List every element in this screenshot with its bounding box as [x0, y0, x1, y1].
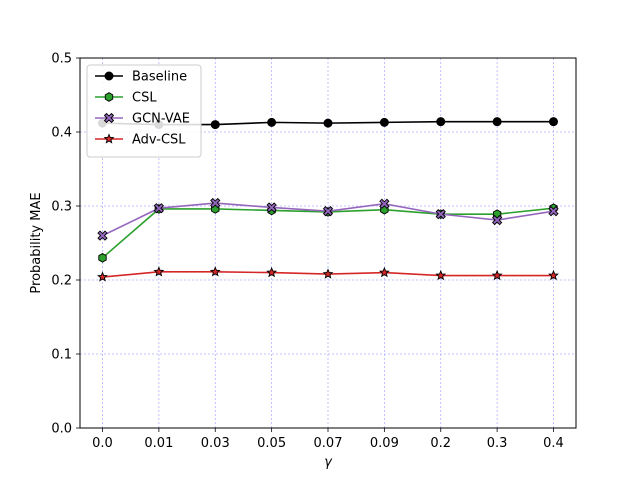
data-point-gcn-vae — [153, 203, 165, 214]
legend-label: Adv-CSL — [132, 133, 186, 148]
y-tick-label: 0.2 — [51, 274, 72, 289]
series-gcn-vae — [97, 197, 559, 241]
legend-item-baseline: Baseline — [95, 70, 187, 85]
legend-label: Baseline — [132, 70, 187, 85]
axes: 0.0 0.01 0.03 0.05 0.07 0.09 0.2 0.3 0.4 0.0 0.1 0.… — [51, 52, 564, 452]
y-tick-label: 0.5 — [51, 52, 72, 67]
data-point-adv-csl — [153, 266, 165, 277]
x-tick-label: 0.4 — [543, 436, 564, 451]
data-point-baseline — [436, 117, 446, 127]
x-tick-label: 0.01 — [144, 436, 173, 451]
x-tick-label: 0.07 — [314, 436, 343, 451]
x-tick-label: 0.0 — [92, 436, 113, 451]
legend-marker — [103, 133, 115, 144]
data-point-baseline — [379, 117, 389, 127]
data-point-baseline — [323, 118, 333, 128]
data-point-adv-csl — [209, 266, 221, 277]
y-tick-label: 0.1 — [51, 348, 72, 363]
legend-item-csl: CSL — [95, 91, 157, 106]
legend-marker — [104, 92, 114, 102]
y-axis-label: Probability MAE — [29, 192, 44, 293]
data-point-adv-csl — [491, 269, 503, 281]
data-point-adv-csl — [322, 268, 334, 279]
x-tick-label: 0.2 — [430, 436, 451, 451]
x-axis-label: γ — [324, 455, 333, 470]
legend-marker — [104, 71, 114, 81]
series-adv-csl — [97, 266, 559, 282]
data-point-gcn-vae — [322, 206, 334, 217]
x-tick-label: 0.03 — [201, 436, 230, 451]
data-point-adv-csl — [378, 266, 390, 278]
legend-label: GCN-VAE — [132, 112, 190, 127]
data-point-adv-csl — [97, 271, 108, 282]
data-point-baseline — [267, 117, 277, 127]
data-point-baseline — [549, 117, 558, 127]
y-tick-label: 0.0 — [51, 422, 72, 437]
legend-box — [86, 64, 202, 158]
x-tick-label: 0.09 — [370, 436, 399, 451]
data-point-baseline — [210, 120, 220, 130]
data-point-gcn-vae — [97, 230, 108, 241]
data-point-gcn-vae — [210, 197, 221, 209]
legend-item-gcn-vae: GCN-VAE — [95, 112, 190, 127]
data-point-gcn-vae — [548, 206, 559, 217]
data-point-gcn-vae — [379, 198, 390, 209]
data-point-adv-csl — [435, 269, 447, 281]
data-point-baseline — [492, 117, 502, 127]
legend-label: CSL — [132, 91, 157, 106]
data-point-adv-csl — [266, 266, 278, 278]
legend-marker — [103, 112, 115, 124]
y-tick-label: 0.3 — [51, 200, 72, 215]
data-point-gcn-vae — [266, 202, 277, 213]
x-tick-label: 0.05 — [257, 436, 286, 451]
legend: Baseline CSL GCN-VAE Adv-CSL — [86, 64, 202, 158]
legend-item-adv-csl: Adv-CSL — [95, 133, 186, 148]
data-point-csl — [98, 252, 107, 263]
data-point-gcn-vae — [491, 214, 503, 226]
data-point-gcn-vae — [435, 209, 446, 220]
x-tick-label: 0.3 — [487, 436, 508, 451]
data-point-adv-csl — [548, 269, 559, 281]
y-tick-label: 0.4 — [51, 126, 72, 141]
